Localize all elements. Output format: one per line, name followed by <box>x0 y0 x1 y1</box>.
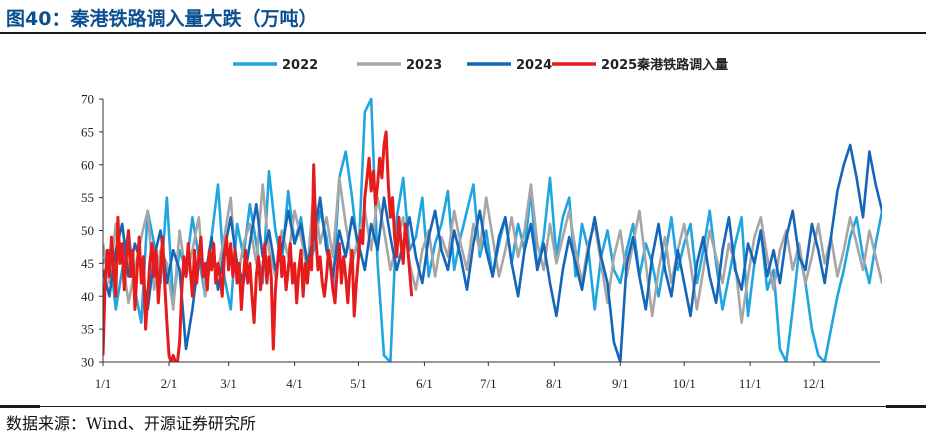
legend-label-0: 2022 <box>282 58 318 73</box>
legend: 2022 2023 2024 2025秦港铁路调入量 <box>233 57 728 73</box>
y-tick-label: 30 <box>81 355 94 370</box>
y-tick-label: 65 <box>81 124 94 139</box>
x-tick-label: 11/1 <box>739 376 762 391</box>
figure-title: 图40：秦港铁路调入量大跌（万吨） <box>6 8 318 30</box>
bottom-rule <box>0 406 926 407</box>
y-tick-label: 55 <box>81 190 94 205</box>
legend-label-1: 2023 <box>406 58 442 73</box>
bottom-rule-left-accent <box>0 405 40 408</box>
y-tick-label: 60 <box>81 157 94 172</box>
x-tick-label: 9/1 <box>612 376 629 391</box>
series-line-2 <box>103 143 882 362</box>
line-chart: 30 35 40 45 50 55 60 65 70 1/1 2/1 3/1 4/1 5/1 6/1 7/1 8… <box>81 57 882 391</box>
legend-label-2: 2024 <box>516 58 552 73</box>
x-tick-label: 2/1 <box>161 376 178 391</box>
series-line-1 <box>103 176 882 324</box>
x-tick-label: 8/1 <box>546 376 563 391</box>
y-tick-label: 45 <box>81 256 94 271</box>
x-tick-label: 10/1 <box>673 376 696 391</box>
bottom-rule-right-accent <box>886 405 926 408</box>
y-tick-label: 40 <box>81 289 94 304</box>
y-tick-label: 35 <box>81 322 94 337</box>
y-tick-label: 50 <box>81 223 94 238</box>
top-rule <box>0 32 926 34</box>
axes-layer: 30 35 40 45 50 55 60 65 70 1/1 2/1 3/1 4/1 5/1 6/1 7/1 8… <box>81 92 880 391</box>
x-tick-label: 12/1 <box>802 376 825 391</box>
x-tick-label: 1/1 <box>95 376 112 391</box>
x-tick-label: 6/1 <box>416 376 433 391</box>
y-tick-label: 70 <box>81 92 94 107</box>
series-layer <box>103 97 882 362</box>
series-line-3 <box>103 130 414 362</box>
x-tick-label: 3/1 <box>220 376 237 391</box>
x-tick-label: 4/1 <box>286 376 303 391</box>
series-line-0 <box>103 97 882 362</box>
source-note: 数据来源：Wind、开源证券研究所 <box>6 414 256 433</box>
legend-label-3: 2025秦港铁路调入量 <box>601 57 728 73</box>
x-tick-label: 5/1 <box>350 376 367 391</box>
x-tick-label: 7/1 <box>480 376 497 391</box>
